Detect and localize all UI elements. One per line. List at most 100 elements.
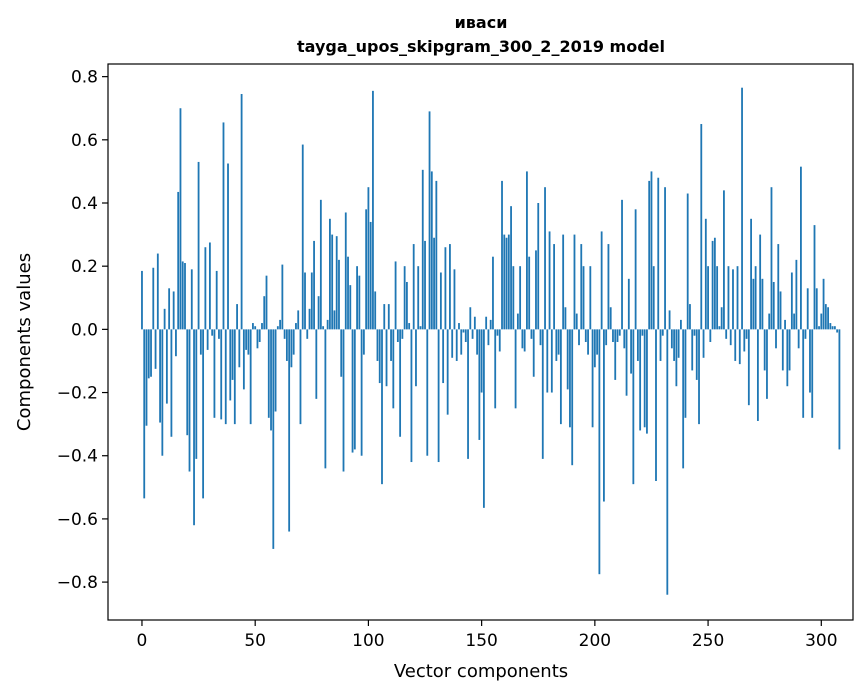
bar-70 [299, 329, 302, 425]
bar-211 [618, 329, 621, 336]
bar-276 [766, 329, 768, 399]
x-tick-label: 0 [137, 631, 148, 651]
bar-42 [236, 304, 238, 330]
bar-285 [786, 329, 789, 387]
bar-292 [802, 329, 805, 418]
bar-35 [220, 329, 223, 420]
bar-306 [833, 326, 836, 330]
bar-220 [639, 329, 642, 431]
bar-144 [467, 329, 469, 459]
bar-126 [426, 329, 429, 456]
bar-207 [609, 307, 612, 330]
bar-60 [276, 326, 279, 330]
x-tick-label: 50 [244, 631, 266, 651]
bar-185 [559, 329, 562, 425]
bar-94 [353, 329, 356, 450]
bar-85 [333, 310, 336, 330]
bar-96 [358, 275, 361, 330]
bar-47 [247, 329, 250, 355]
bar-265 [741, 87, 743, 330]
bar-73 [306, 329, 309, 339]
bar-194 [580, 244, 583, 330]
bar-195 [582, 266, 585, 330]
bar-273 [759, 234, 762, 330]
bar-266 [743, 329, 746, 352]
bar-225 [650, 171, 653, 330]
bar-51 [256, 329, 259, 349]
y-tick-label: 0.4 [71, 194, 98, 214]
bar-29 [206, 329, 209, 350]
bar-6 [154, 329, 157, 369]
bar-53 [261, 323, 263, 330]
bar-187 [564, 307, 567, 330]
bar-281 [777, 244, 780, 330]
bar-275 [763, 329, 766, 371]
bar-65 [288, 329, 291, 532]
bar-238 [680, 319, 682, 330]
bar-228 [657, 177, 660, 330]
bar-68 [295, 323, 297, 330]
bar-263 [736, 266, 739, 330]
bar-107 [383, 304, 386, 330]
bar-298 [815, 288, 818, 330]
bar-57 [270, 329, 272, 431]
bar-278 [770, 187, 773, 330]
bar-208 [612, 329, 614, 342]
bar-133 [442, 329, 445, 384]
bar-43 [238, 329, 241, 368]
bar-30 [208, 242, 211, 330]
bar-196 [584, 329, 587, 342]
chart-subtitle: tayga_upos_skipgram_300_2_2019 model [297, 37, 665, 56]
bar-175 [537, 203, 540, 330]
bar-286 [788, 329, 791, 371]
bar-25 [197, 161, 200, 330]
bar-200 [593, 329, 596, 368]
bar-178 [544, 187, 546, 330]
bar-49 [252, 323, 254, 330]
bar-210 [616, 329, 619, 342]
bar-97 [360, 329, 363, 456]
y-tick-label: 0.8 [71, 68, 98, 88]
x-tick-label: 150 [465, 631, 497, 651]
bar-22 [190, 269, 193, 330]
bar-90 [344, 212, 347, 330]
bar-58 [272, 329, 275, 549]
bar-137 [451, 329, 454, 358]
bar-7 [156, 253, 159, 330]
bar-226 [652, 266, 655, 330]
bar-304 [829, 323, 832, 330]
bar-197 [587, 329, 589, 355]
bar-36 [222, 122, 225, 330]
bar-180 [548, 231, 551, 330]
bar-230 [661, 329, 664, 336]
bar-63 [283, 329, 286, 339]
bar-151 [482, 329, 485, 508]
bar-246 [698, 329, 700, 425]
bar-98 [362, 329, 365, 355]
bar-33 [215, 270, 218, 330]
bar-255 [718, 326, 721, 330]
bar-193 [578, 329, 580, 346]
bar-242 [689, 304, 691, 330]
bar-251 [709, 329, 712, 342]
bar-184 [557, 329, 560, 355]
bar-8 [159, 329, 161, 423]
bar-145 [469, 307, 472, 330]
bar-120 [412, 244, 415, 330]
bar-101 [369, 221, 372, 330]
bar-69 [297, 310, 300, 330]
bar-287 [790, 272, 793, 330]
y-axis-ticks: −0.8 −0.6 −0.4 −0.2 0.0 0.2 0.4 0.6 0.8 [57, 68, 108, 593]
bar-149 [478, 329, 481, 440]
bar-46 [245, 329, 248, 350]
bar-248 [702, 329, 705, 358]
plot-frame [107, 63, 854, 621]
bar-282 [779, 291, 782, 330]
bar-131 [437, 329, 440, 463]
bar-170 [526, 171, 528, 330]
bar-103 [374, 291, 377, 330]
bar-124 [421, 169, 424, 330]
bar-55 [265, 275, 268, 330]
bar-77 [315, 329, 318, 399]
bar-236 [675, 329, 678, 387]
